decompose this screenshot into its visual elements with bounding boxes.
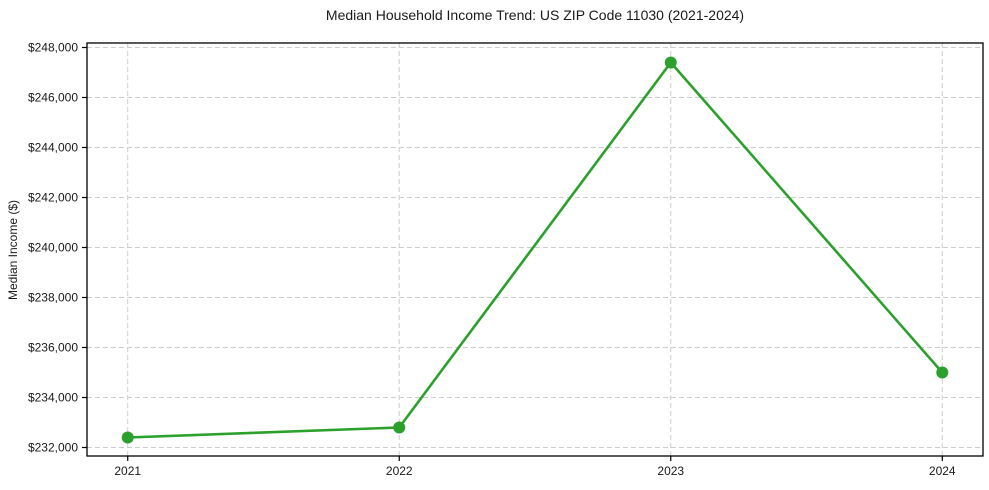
y-tick-label: $240,000 [28,241,78,255]
y-tick-label: $244,000 [28,141,78,155]
data-point-2021 [121,431,134,444]
data-point-2024 [936,366,949,379]
chart-title: Median Household Income Trend: US ZIP Co… [325,7,745,23]
y-tick-label: $238,000 [28,291,78,305]
data-point-2023 [664,56,677,69]
y-tick-label: $248,000 [28,41,78,55]
y-tick-label: $236,000 [28,341,78,355]
y-tick-label: $232,000 [28,441,78,455]
data-point-2022 [393,421,406,434]
y-tick-label: $242,000 [28,191,78,205]
y-tick-label: $246,000 [28,91,78,105]
x-tick-label: 2024 [929,464,956,478]
plot-border [86,42,984,457]
x-tick-label: 2023 [657,464,684,478]
trend-line [126,61,944,439]
y-tick-label: $234,000 [28,391,78,405]
x-tick-label: 2022 [386,464,413,478]
x-tick-label: 2021 [114,464,141,478]
